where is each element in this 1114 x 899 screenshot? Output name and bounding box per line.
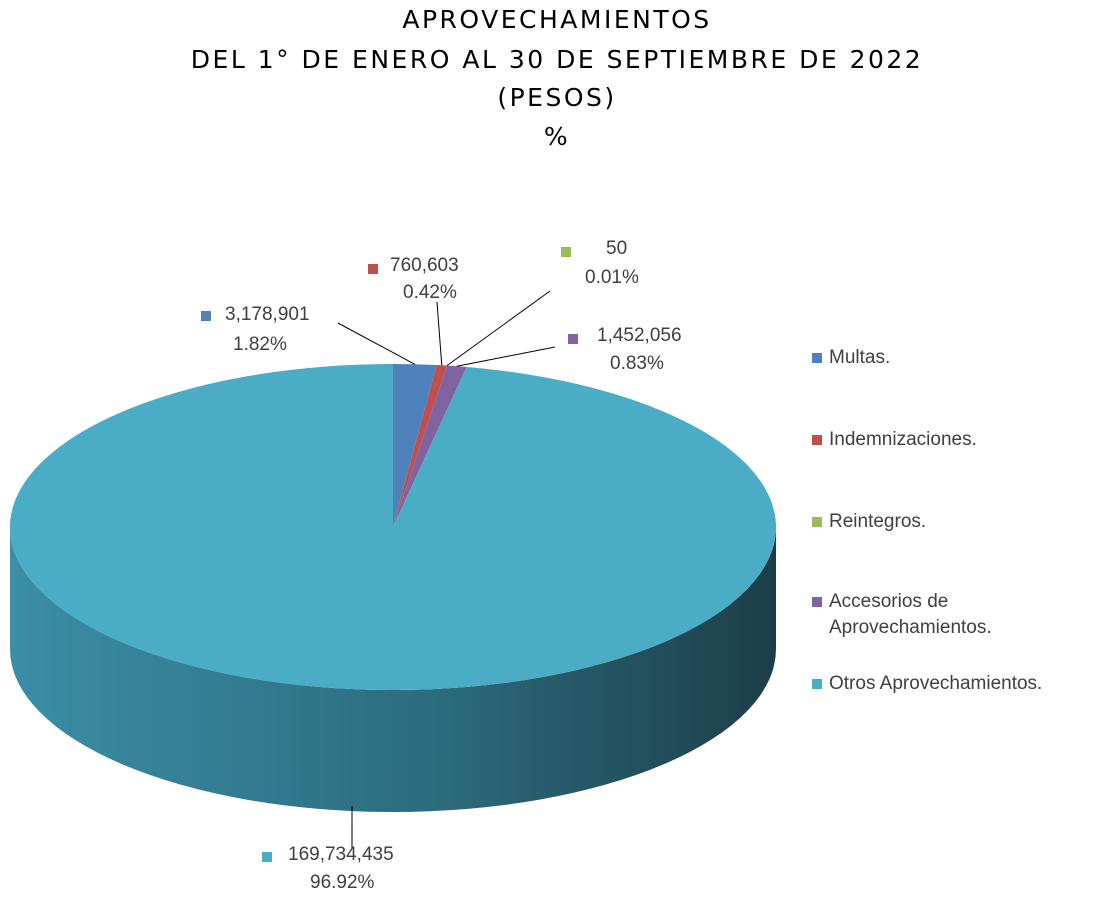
percent-label: 0.83%: [610, 353, 664, 374]
label-marker: [201, 311, 211, 321]
percent-label: 96.92%: [310, 872, 375, 893]
legend-swatch: [812, 435, 822, 445]
pie-slice: [10, 364, 777, 691]
legend-item: Otros Aprovechamientos.: [812, 671, 1089, 697]
legend-label: Multas.: [829, 347, 891, 368]
leader-line: [337, 322, 416, 365]
pie-slice: [393, 364, 437, 527]
data-label: 1,452,056: [597, 325, 682, 346]
chart-title: (PESOS): [497, 83, 616, 112]
leader-line: [446, 290, 551, 367]
label-marker: [262, 852, 272, 862]
label-marker: [568, 334, 578, 344]
percent-label: 0.42%: [403, 282, 457, 303]
legend-swatch: [812, 517, 822, 527]
legend-swatch: [812, 353, 822, 363]
percent-label: 1.82%: [233, 334, 287, 355]
chart-title: DEL 1° DE ENERO AL 30 DE SEPTIEMBRE DE 2…: [191, 45, 923, 74]
legend-label: Reintegros.: [829, 511, 927, 532]
leader-line: [436, 301, 443, 366]
label-marker: [561, 247, 571, 257]
legend-label: Otros Aprovechamientos.: [829, 673, 1043, 694]
legend-item: Multas.: [812, 345, 1089, 371]
percent-label: 0.01%: [585, 267, 639, 288]
legend-swatch: [812, 679, 822, 689]
chart-title: %: [544, 122, 570, 151]
pie-side: [10, 527, 776, 812]
data-label: 169,734,435: [288, 844, 394, 865]
legend-item: Reintegros.: [812, 509, 1089, 535]
pie-slice: [393, 365, 447, 527]
label-marker: [368, 264, 378, 274]
legend-item: Indemnizaciones.: [812, 427, 1089, 453]
legend-label: Accesorios de Aprovechamientos.: [829, 591, 992, 638]
leader-line: [456, 346, 556, 367]
pie-slice: [393, 365, 467, 527]
legend-label: Indemnizaciones.: [829, 429, 977, 450]
data-label: 3,178,901: [225, 304, 310, 325]
data-label: 50: [606, 238, 627, 259]
legend-swatch: [812, 597, 822, 607]
data-label: 760,603: [390, 255, 459, 276]
chart-title: APROVECHAMIENTOS: [402, 5, 711, 34]
legend-item: Accesorios de Aprovechamientos.: [812, 589, 1089, 641]
